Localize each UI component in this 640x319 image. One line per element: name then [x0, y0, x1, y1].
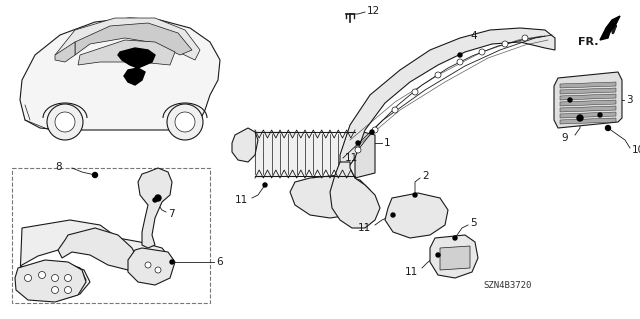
Circle shape [457, 59, 463, 65]
Polygon shape [232, 128, 258, 162]
Polygon shape [560, 118, 616, 124]
Text: 5: 5 [470, 218, 477, 228]
Circle shape [522, 35, 528, 41]
Circle shape [356, 141, 360, 145]
Polygon shape [385, 193, 448, 238]
Circle shape [93, 173, 97, 177]
Text: 6: 6 [216, 257, 223, 267]
Polygon shape [55, 18, 200, 60]
Text: FR.: FR. [578, 37, 598, 47]
Circle shape [370, 130, 374, 134]
Bar [12, 168, 210, 303]
Text: 9: 9 [561, 133, 568, 143]
Circle shape [412, 89, 418, 95]
Circle shape [392, 107, 398, 113]
Polygon shape [355, 130, 375, 178]
Circle shape [263, 183, 267, 187]
Polygon shape [560, 112, 616, 118]
Circle shape [51, 275, 58, 281]
Text: 11: 11 [235, 195, 248, 205]
Circle shape [175, 112, 195, 132]
Polygon shape [290, 175, 370, 218]
Text: 11: 11 [358, 223, 371, 233]
Circle shape [453, 236, 457, 240]
Polygon shape [55, 42, 75, 62]
Text: 1: 1 [384, 138, 390, 148]
Text: 8: 8 [55, 162, 61, 172]
Polygon shape [430, 235, 478, 278]
Polygon shape [440, 246, 470, 270]
Circle shape [167, 104, 203, 140]
Circle shape [55, 112, 75, 132]
Polygon shape [128, 248, 175, 285]
Polygon shape [16, 220, 170, 300]
Circle shape [24, 275, 31, 281]
Circle shape [51, 286, 58, 293]
Circle shape [145, 262, 151, 268]
Text: 12: 12 [367, 6, 380, 16]
Circle shape [413, 193, 417, 197]
Circle shape [155, 267, 161, 273]
Circle shape [355, 147, 361, 153]
Circle shape [155, 195, 161, 201]
Text: 11: 11 [405, 267, 419, 277]
Polygon shape [560, 100, 616, 106]
Polygon shape [118, 48, 155, 68]
Circle shape [502, 41, 508, 47]
Circle shape [153, 198, 157, 202]
Circle shape [372, 127, 378, 133]
Circle shape [391, 213, 395, 217]
Text: 11: 11 [345, 153, 358, 163]
Circle shape [65, 286, 72, 293]
Polygon shape [340, 28, 555, 165]
Circle shape [605, 125, 611, 130]
Polygon shape [560, 106, 616, 112]
Text: 3: 3 [626, 95, 632, 105]
Polygon shape [554, 72, 622, 128]
Polygon shape [78, 40, 175, 65]
Polygon shape [600, 16, 620, 40]
Polygon shape [124, 68, 145, 85]
Text: 10: 10 [632, 145, 640, 155]
Circle shape [458, 53, 462, 57]
Polygon shape [20, 18, 220, 130]
Circle shape [568, 98, 572, 102]
Polygon shape [255, 130, 355, 178]
Circle shape [38, 271, 45, 278]
Polygon shape [560, 94, 616, 100]
Text: 2: 2 [422, 171, 429, 181]
Polygon shape [330, 162, 380, 228]
Polygon shape [75, 23, 192, 55]
Circle shape [598, 113, 602, 117]
Text: 4: 4 [470, 31, 477, 41]
Polygon shape [560, 88, 616, 94]
Circle shape [435, 72, 441, 78]
Circle shape [47, 104, 83, 140]
Circle shape [170, 260, 174, 264]
Polygon shape [560, 82, 616, 88]
Text: SZN4B3720: SZN4B3720 [483, 281, 532, 290]
Circle shape [65, 275, 72, 281]
Circle shape [436, 253, 440, 257]
Circle shape [577, 115, 583, 121]
Polygon shape [15, 260, 86, 302]
Circle shape [479, 49, 485, 55]
Polygon shape [58, 228, 138, 270]
Polygon shape [138, 168, 172, 248]
Text: 7: 7 [168, 209, 175, 219]
